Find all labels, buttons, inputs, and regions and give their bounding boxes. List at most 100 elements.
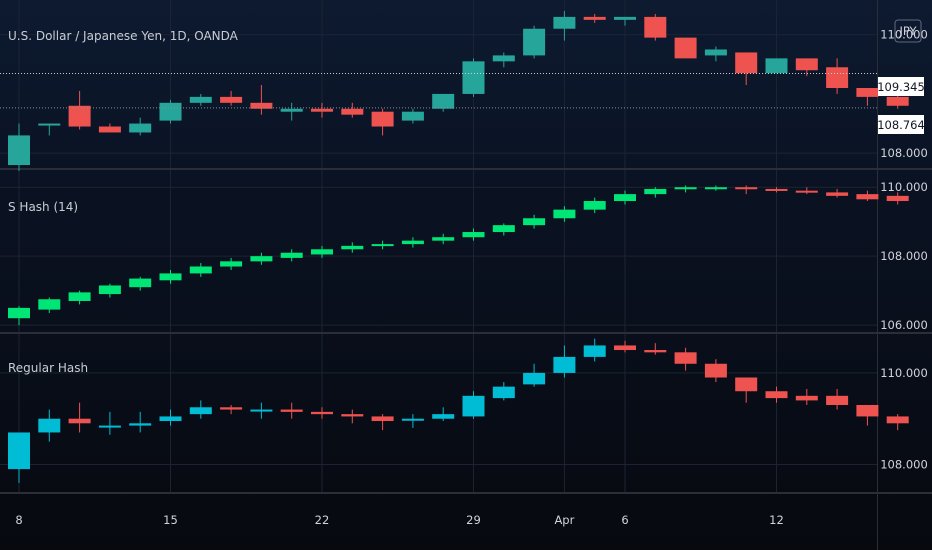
candle[interactable] — [68, 402, 91, 433]
candle[interactable] — [250, 252, 273, 265]
candle[interactable] — [492, 223, 515, 236]
candle[interactable] — [735, 377, 758, 403]
candle[interactable] — [826, 188, 849, 198]
candle[interactable] — [250, 85, 273, 115]
candle[interactable] — [765, 386, 788, 403]
candle[interactable] — [674, 185, 697, 193]
candle[interactable] — [735, 185, 758, 195]
candle[interactable] — [159, 99, 182, 124]
candle[interactable] — [98, 411, 121, 435]
price-flag-2[interactable]: 108.764 — [877, 115, 925, 134]
candle[interactable] — [553, 10, 576, 41]
candle[interactable] — [371, 414, 394, 431]
candle[interactable] — [68, 90, 91, 130]
candle[interactable] — [553, 206, 576, 222]
candle[interactable] — [674, 37, 697, 59]
candle[interactable] — [129, 276, 152, 291]
candle[interactable] — [644, 187, 667, 198]
candle[interactable] — [523, 25, 546, 59]
candle[interactable] — [401, 237, 424, 248]
candle[interactable] — [401, 108, 424, 124]
candle[interactable] — [795, 187, 818, 195]
candle[interactable] — [614, 190, 636, 205]
candle[interactable] — [886, 93, 909, 109]
candle[interactable] — [583, 338, 606, 362]
candle[interactable] — [341, 102, 364, 118]
candle[interactable] — [765, 58, 788, 74]
candle[interactable] — [129, 411, 152, 433]
candle[interactable] — [250, 402, 273, 419]
candle[interactable] — [886, 414, 909, 431]
candle[interactable] — [189, 93, 212, 106]
candle[interactable] — [674, 347, 697, 371]
candle[interactable] — [341, 242, 364, 253]
candle[interactable] — [159, 269, 182, 284]
candle[interactable] — [432, 407, 455, 422]
candle[interactable] — [795, 388, 818, 405]
candle[interactable] — [311, 245, 333, 258]
candle[interactable] — [220, 90, 243, 106]
candle[interactable] — [280, 102, 303, 121]
candle[interactable] — [886, 192, 909, 205]
candle[interactable] — [8, 123, 30, 171]
candle[interactable] — [553, 345, 576, 378]
candle[interactable] — [311, 102, 333, 118]
candle[interactable] — [492, 382, 515, 401]
candle[interactable] — [68, 290, 91, 305]
candle[interactable] — [189, 263, 212, 277]
currency-badge[interactable]: JPY — [894, 19, 922, 43]
candle[interactable] — [280, 249, 303, 262]
candle[interactable] — [523, 363, 546, 387]
s-hash-title[interactable]: S Hash (14) — [8, 200, 78, 214]
candle[interactable] — [856, 404, 879, 426]
candle[interactable] — [38, 123, 61, 136]
candle[interactable] — [462, 228, 485, 241]
candle[interactable] — [644, 13, 667, 41]
candle[interactable] — [614, 16, 636, 26]
candle[interactable] — [432, 233, 455, 245]
candle[interactable] — [614, 340, 636, 353]
candle[interactable] — [311, 407, 333, 419]
candle[interactable] — [98, 283, 121, 298]
candle[interactable] — [704, 359, 727, 383]
candle[interactable] — [220, 404, 243, 415]
candle[interactable] — [8, 306, 30, 326]
candle[interactable] — [371, 108, 394, 136]
candle[interactable] — [583, 13, 606, 23]
candle[interactable] — [341, 409, 364, 424]
candle-body — [371, 111, 394, 127]
candle[interactable] — [189, 400, 212, 419]
candle[interactable] — [371, 240, 394, 250]
candle[interactable] — [856, 88, 879, 106]
candle[interactable] — [523, 214, 546, 229]
candle[interactable] — [644, 343, 667, 355]
candle[interactable] — [704, 46, 727, 62]
candle[interactable] — [795, 58, 818, 77]
candle[interactable] — [280, 402, 303, 419]
candle[interactable] — [159, 409, 182, 426]
candle[interactable] — [492, 52, 515, 68]
candle[interactable] — [401, 414, 424, 428]
candle[interactable] — [432, 93, 455, 112]
symbol-title[interactable]: U.S. Dollar / Japanese Yen, 1D, OANDA — [8, 29, 239, 43]
candle[interactable] — [765, 187, 788, 193]
candle[interactable] — [462, 391, 485, 419]
price-flag-1[interactable]: 109.345 — [877, 77, 925, 96]
candle[interactable] — [735, 52, 758, 86]
candle[interactable] — [8, 432, 30, 483]
candle[interactable] — [129, 117, 152, 136]
candle[interactable] — [38, 297, 61, 314]
candle[interactable] — [583, 197, 606, 214]
price-axis[interactable]: 110.000 108.000 110.000 108.000 106.000 110.0… — [880, 28, 928, 472]
candle[interactable] — [38, 409, 61, 442]
candle[interactable] — [826, 388, 849, 410]
candle[interactable] — [704, 185, 727, 191]
regular-hash-title[interactable]: Regular Hash — [8, 361, 88, 375]
time-axis[interactable]: 8 15 22 29 Apr 6 12 — [15, 513, 783, 527]
candle[interactable] — [826, 58, 849, 94]
candle[interactable] — [856, 190, 879, 202]
candle[interactable] — [98, 123, 121, 133]
candle[interactable] — [220, 257, 243, 270]
candle[interactable] — [462, 58, 485, 97]
